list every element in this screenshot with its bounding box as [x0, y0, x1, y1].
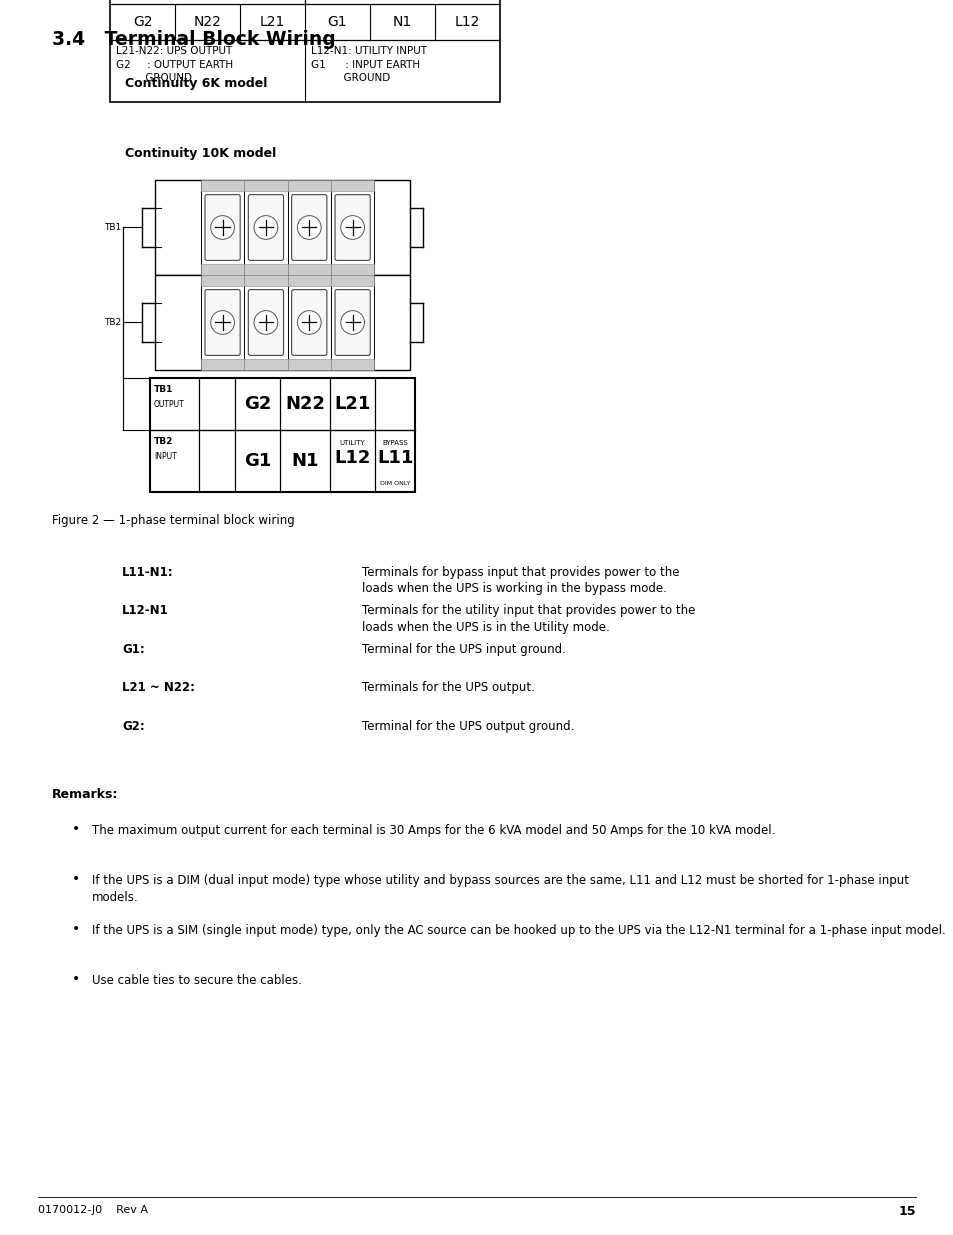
Bar — [154, 180, 410, 275]
Text: G1: G1 — [327, 15, 347, 28]
Bar — [201, 263, 244, 275]
Text: N22: N22 — [285, 395, 325, 412]
Text: N22: N22 — [193, 15, 221, 28]
FancyBboxPatch shape — [292, 195, 327, 261]
Text: Terminal for the UPS input ground.: Terminal for the UPS input ground. — [361, 643, 565, 656]
Text: L12-N1: UTILITY INPUT
G1      : INPUT EARTH
          GROUND: L12-N1: UTILITY INPUT G1 : INPUT EARTH G… — [311, 46, 427, 83]
Text: The maximum output current for each terminal is 30 Amps for the 6 kVA model and : The maximum output current for each term… — [91, 825, 775, 837]
Text: •: • — [71, 872, 80, 887]
Circle shape — [211, 216, 234, 240]
Text: G2:: G2: — [122, 720, 145, 734]
FancyBboxPatch shape — [248, 195, 283, 261]
Bar — [201, 275, 244, 287]
Text: N1: N1 — [393, 15, 412, 28]
FancyBboxPatch shape — [205, 195, 240, 261]
Text: Use cable ties to secure the cables.: Use cable ties to secure the cables. — [91, 974, 301, 988]
Text: •: • — [71, 823, 80, 836]
Text: Continuity 10K model: Continuity 10K model — [125, 147, 276, 161]
Text: BYPASS: BYPASS — [382, 440, 408, 446]
Text: L12: L12 — [455, 15, 479, 28]
Bar — [287, 275, 331, 287]
Bar — [287, 263, 331, 275]
Bar — [110, 0, 499, 103]
Text: Terminals for the utility input that provides power to the
loads when the UPS is: Terminals for the utility input that pro… — [361, 604, 695, 634]
Text: 0170012-J0    Rev A: 0170012-J0 Rev A — [38, 1205, 148, 1215]
Text: If the UPS is a SIM (single input mode) type, only the AC source can be hooked u: If the UPS is a SIM (single input mode) … — [91, 925, 944, 937]
Text: Continuity 6K model: Continuity 6K model — [125, 77, 267, 90]
Circle shape — [297, 216, 321, 240]
Text: G2: G2 — [132, 15, 152, 28]
Bar — [331, 263, 374, 275]
Bar — [287, 358, 331, 370]
FancyBboxPatch shape — [335, 290, 370, 356]
Circle shape — [340, 216, 364, 240]
Text: Terminals for the UPS output.: Terminals for the UPS output. — [361, 682, 535, 694]
Text: If the UPS is a DIM (dual input mode) type whose utility and bypass sources are : If the UPS is a DIM (dual input mode) ty… — [91, 874, 908, 904]
Text: L21: L21 — [259, 15, 285, 28]
Bar — [331, 180, 374, 191]
Bar — [244, 263, 287, 275]
Bar — [150, 378, 415, 492]
Text: 3.4   Terminal Block Wiring: 3.4 Terminal Block Wiring — [52, 30, 335, 49]
FancyBboxPatch shape — [335, 195, 370, 261]
Text: •: • — [71, 972, 80, 987]
Text: L12-N1: L12-N1 — [122, 604, 169, 618]
Text: Terminals for bypass input that provides power to the
loads when the UPS is work: Terminals for bypass input that provides… — [361, 566, 679, 595]
FancyBboxPatch shape — [248, 290, 283, 356]
Bar — [244, 275, 287, 287]
Text: Terminal for the UPS output ground.: Terminal for the UPS output ground. — [361, 720, 574, 734]
Circle shape — [297, 311, 321, 335]
Text: TB1: TB1 — [153, 385, 173, 394]
Circle shape — [340, 311, 364, 335]
Bar — [201, 180, 244, 191]
Text: L11: L11 — [376, 448, 413, 467]
Text: OUTPUT: OUTPUT — [153, 400, 185, 409]
Text: L21-N22: UPS OUTPUT
G2     : OUTPUT EARTH
         GROUND: L21-N22: UPS OUTPUT G2 : OUTPUT EARTH GR… — [116, 46, 233, 83]
Circle shape — [253, 216, 277, 240]
FancyBboxPatch shape — [205, 290, 240, 356]
Text: L21 ~ N22:: L21 ~ N22: — [122, 682, 194, 694]
Text: G1: G1 — [243, 452, 271, 471]
Text: 15: 15 — [898, 1205, 915, 1218]
Text: TB1: TB1 — [104, 224, 121, 232]
Text: Remarks:: Remarks: — [52, 788, 118, 802]
Text: L11-N1:: L11-N1: — [122, 566, 173, 579]
Text: L12: L12 — [335, 448, 371, 467]
Text: UTILITY: UTILITY — [339, 440, 365, 446]
Text: •: • — [71, 923, 80, 936]
Bar — [154, 275, 410, 370]
Bar — [331, 358, 374, 370]
Circle shape — [211, 311, 234, 335]
Text: DIM ONLY: DIM ONLY — [379, 480, 410, 487]
Bar — [201, 358, 244, 370]
Text: L21: L21 — [335, 395, 371, 412]
Text: INPUT: INPUT — [153, 452, 176, 461]
Circle shape — [253, 311, 277, 335]
Text: Figure 2 — 1-phase terminal block wiring: Figure 2 — 1-phase terminal block wiring — [52, 514, 294, 527]
Text: TB2: TB2 — [153, 437, 173, 446]
Bar — [244, 358, 287, 370]
Bar — [244, 180, 287, 191]
Bar — [287, 180, 331, 191]
Text: G2: G2 — [243, 395, 271, 412]
Text: G1:: G1: — [122, 643, 145, 656]
Text: TB2: TB2 — [104, 317, 121, 327]
FancyBboxPatch shape — [292, 290, 327, 356]
Bar — [331, 275, 374, 287]
Text: N1: N1 — [291, 452, 318, 471]
